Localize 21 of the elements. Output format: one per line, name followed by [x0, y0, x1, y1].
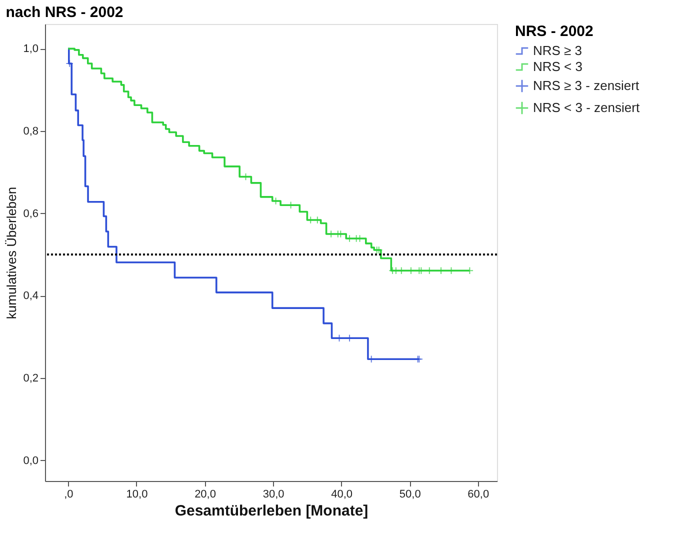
- x-tick-label: 20,0: [194, 488, 216, 500]
- x-tick-label: ,0: [64, 488, 74, 500]
- legend-label: NRS < 3 - zensiert: [533, 100, 640, 115]
- x-tick-label: 30,0: [262, 488, 284, 500]
- y-tick-label: 0,6: [23, 208, 38, 220]
- legend-title: NRS - 2002: [515, 23, 594, 40]
- legend-label: NRS ≥ 3 - zensiert: [533, 78, 640, 93]
- y-axis-title: kumulatives Überleben: [4, 186, 20, 320]
- y-tick-label: 1,0: [23, 43, 38, 56]
- x-axis-title: Gesamtüberleben [Monate]: [174, 502, 368, 520]
- x-tick-label: 10,0: [126, 488, 148, 500]
- x-tick-label: 40,0: [331, 488, 353, 500]
- y-tick-label: 0,2: [23, 372, 38, 385]
- y-tick-label: 0,0: [23, 454, 38, 467]
- legend-label: NRS < 3: [533, 59, 582, 74]
- legend-label: NRS ≥ 3: [533, 43, 582, 58]
- y-tick-label: 0,4: [23, 290, 38, 302]
- x-tick-label: 50,0: [399, 488, 421, 500]
- chart-title: nach NRS - 2002: [6, 4, 124, 21]
- x-tick-label: 60,0: [468, 488, 490, 500]
- y-tick-label: 0,8: [23, 126, 38, 138]
